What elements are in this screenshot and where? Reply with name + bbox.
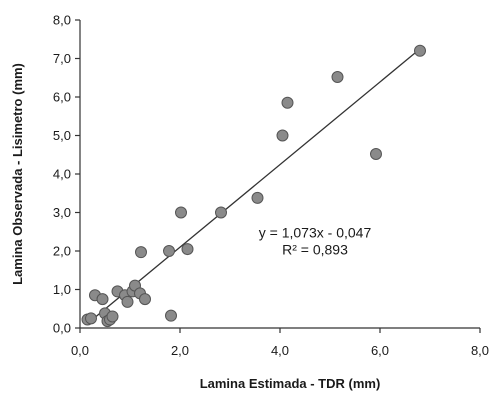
data-point [175, 206, 187, 219]
data-point [121, 295, 134, 308]
trendline [89, 48, 421, 323]
y-axis-title: Lamina Observada - Lisimetro (mm) [10, 63, 25, 285]
data-point [165, 309, 177, 322]
x-tick-label: 4,0 [271, 343, 289, 358]
data-point [181, 243, 194, 256]
x-ticks: 0,0 2,0 4,0 6,0 8,0 [71, 328, 489, 358]
data-point [85, 312, 97, 325]
y-tick-label: 5,0 [53, 128, 71, 143]
y-tick-label: 1,0 [53, 282, 71, 297]
y-tick-label: 2,0 [53, 244, 71, 259]
data-point [276, 129, 289, 142]
data-points [81, 44, 426, 328]
data-point [281, 96, 294, 109]
x-tick-label: 0,0 [71, 343, 89, 358]
data-point [215, 206, 227, 219]
data-point [106, 310, 119, 323]
data-point [331, 70, 344, 83]
y-tick-label: 3,0 [53, 205, 71, 220]
x-tick-label: 6,0 [371, 343, 389, 358]
r-squared-label: R² = 0,893 [282, 241, 348, 257]
x-axis-title: Lamina Estimada - TDR (mm) [200, 376, 381, 391]
data-point [135, 246, 147, 259]
y-tick-label: 4,0 [53, 167, 71, 182]
data-point [96, 293, 109, 306]
data-point [251, 191, 264, 204]
y-tick-label: 7,0 [53, 51, 71, 66]
data-point [163, 245, 175, 257]
y-tick-label: 6,0 [53, 90, 71, 105]
data-point [370, 147, 382, 160]
data-point [414, 44, 426, 57]
y-ticks: 0,0 1,0 2,0 3,0 4,0 5,0 6,0 7,0 8,0 [53, 13, 80, 336]
axes [79, 20, 480, 329]
y-tick-label: 0,0 [53, 321, 71, 336]
trendline-equation: y = 1,073x - 0,047 [259, 224, 372, 240]
x-tick-label: 8,0 [471, 343, 489, 358]
x-tick-label: 2,0 [171, 343, 189, 358]
y-tick-label: 8,0 [53, 13, 71, 28]
data-point [139, 293, 151, 306]
